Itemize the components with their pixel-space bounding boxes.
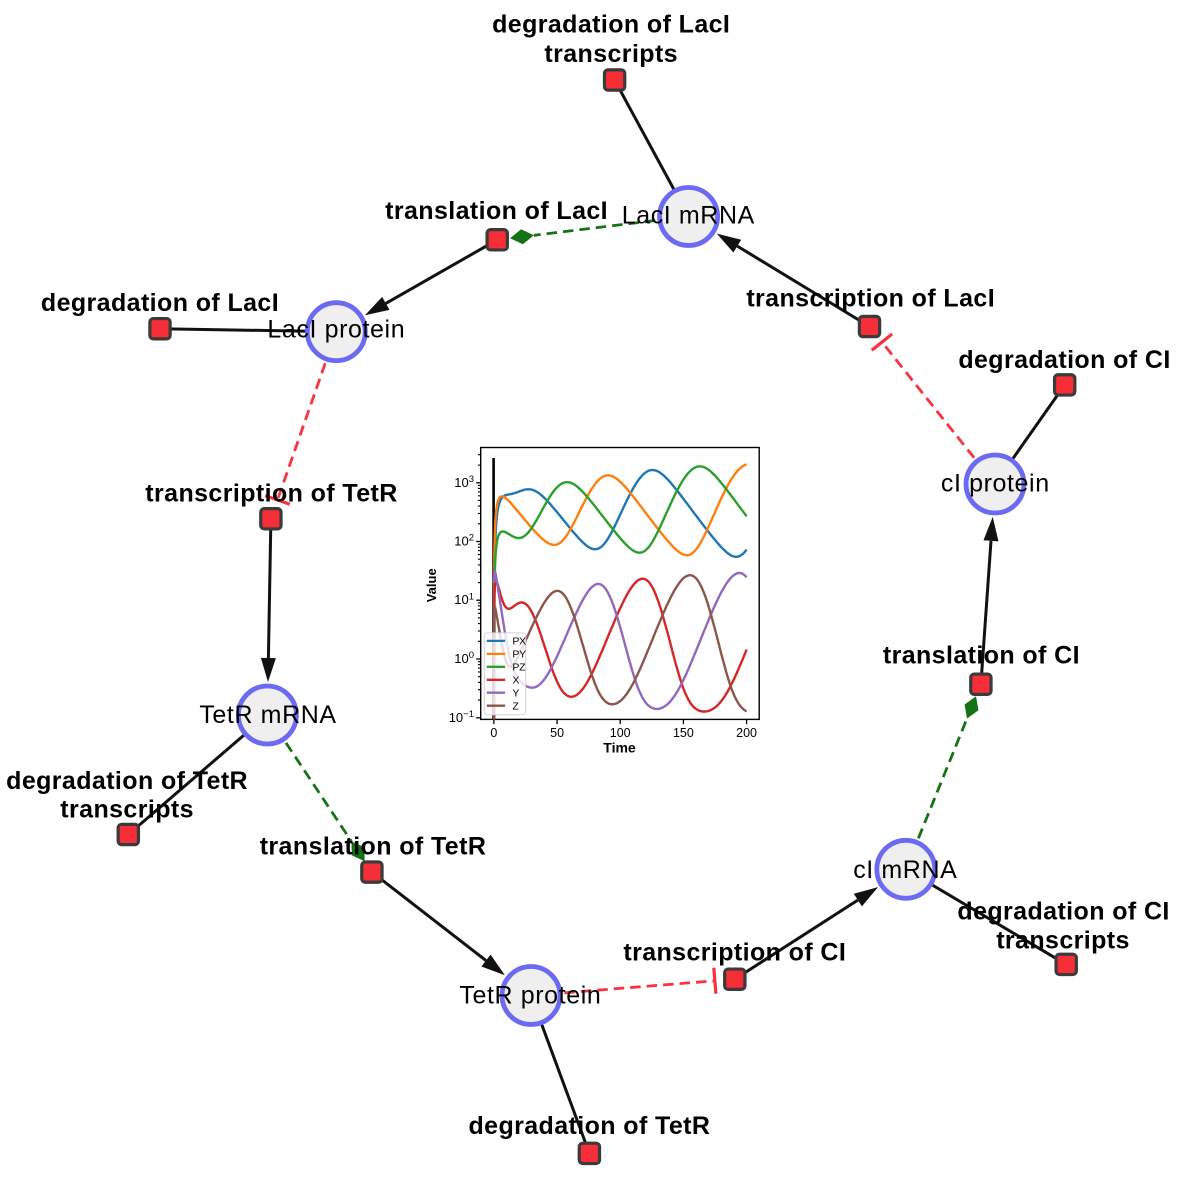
svg-text:degradation of LacI: degradation of LacI: [492, 11, 730, 39]
svg-text:LacI mRNA: LacI mRNA: [622, 201, 755, 229]
svg-text:100: 100: [610, 726, 631, 740]
svg-text:101: 101: [454, 591, 474, 607]
svg-text:PZ: PZ: [512, 662, 526, 674]
svg-text:PX: PX: [512, 636, 526, 648]
svg-text:TetR mRNA: TetR mRNA: [199, 701, 336, 729]
svg-text:Z: Z: [512, 700, 519, 712]
svg-text:degradation of CI: degradation of CI: [958, 346, 1170, 374]
svg-text:102: 102: [454, 533, 474, 549]
svg-text:10−1: 10−1: [449, 709, 474, 725]
svg-text:0: 0: [490, 726, 497, 740]
svg-text:transcripts: transcripts: [544, 40, 678, 68]
svg-text:transcription of CI: transcription of CI: [623, 938, 846, 966]
svg-text:cI mRNA: cI mRNA: [853, 856, 957, 884]
svg-text:transcripts: transcripts: [60, 795, 194, 823]
svg-text:translation of LacI: translation of LacI: [385, 197, 608, 225]
svg-text:transcription of TetR: transcription of TetR: [145, 480, 397, 508]
svg-text:degradation of TetR: degradation of TetR: [468, 1112, 710, 1140]
svg-text:X: X: [512, 675, 519, 687]
svg-text:transcripts: transcripts: [996, 927, 1130, 955]
svg-text:Y: Y: [512, 687, 519, 699]
svg-text:100: 100: [454, 650, 474, 666]
svg-text:translation of TetR: translation of TetR: [260, 832, 487, 860]
svg-text:150: 150: [673, 726, 694, 740]
svg-text:50: 50: [550, 726, 564, 740]
svg-text:transcription of LacI: transcription of LacI: [746, 285, 995, 313]
svg-text:200: 200: [736, 726, 757, 740]
svg-text:LacI protein: LacI protein: [267, 316, 405, 344]
svg-text:PY: PY: [512, 649, 526, 661]
svg-text:cI protein: cI protein: [941, 470, 1050, 498]
svg-text:translation of CI: translation of CI: [883, 642, 1080, 670]
svg-text:degradation of CI: degradation of CI: [957, 897, 1169, 925]
svg-text:degradation of LacI: degradation of LacI: [41, 289, 279, 317]
svg-text:degradation of TetR: degradation of TetR: [6, 767, 248, 795]
svg-text:Value: Value: [424, 568, 439, 602]
svg-text:103: 103: [454, 474, 474, 490]
svg-text:Time: Time: [603, 740, 636, 756]
svg-text:TetR protein: TetR protein: [459, 981, 601, 1009]
